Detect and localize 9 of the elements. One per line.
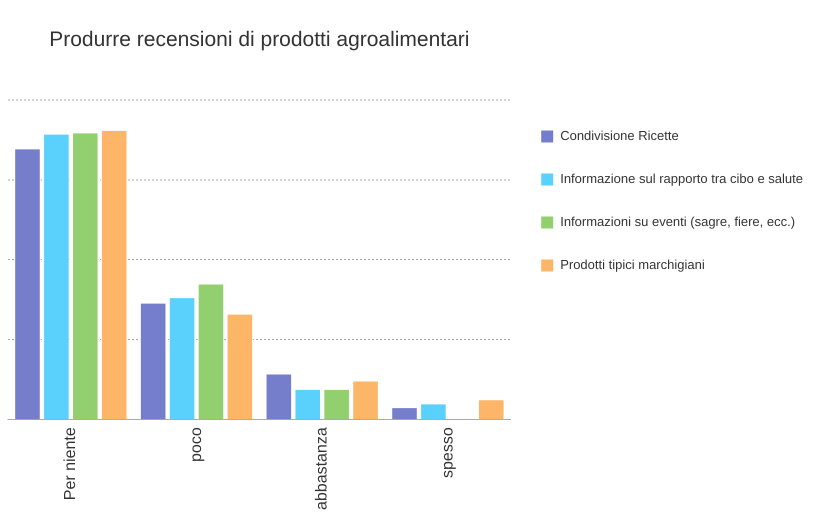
legend-label: Informazione sul rapporto tra cibo e salute [560,171,804,186]
x-tick-label: poco [188,427,205,462]
legend-label: Condivisione Ricette [560,128,679,144]
legend-label: Informazioni su eventi (sagre, fiere, ecc.) [560,214,796,230]
x-tick-label: spesso [439,427,456,478]
chart-title: Produrre recensioni di prodotti agroalimentari [49,28,470,51]
legend-label: Prodotti tipici marchigiani [560,257,705,272]
x-tick-label: abbastanza [314,427,331,510]
x-tick-label: Per niente [62,427,80,500]
